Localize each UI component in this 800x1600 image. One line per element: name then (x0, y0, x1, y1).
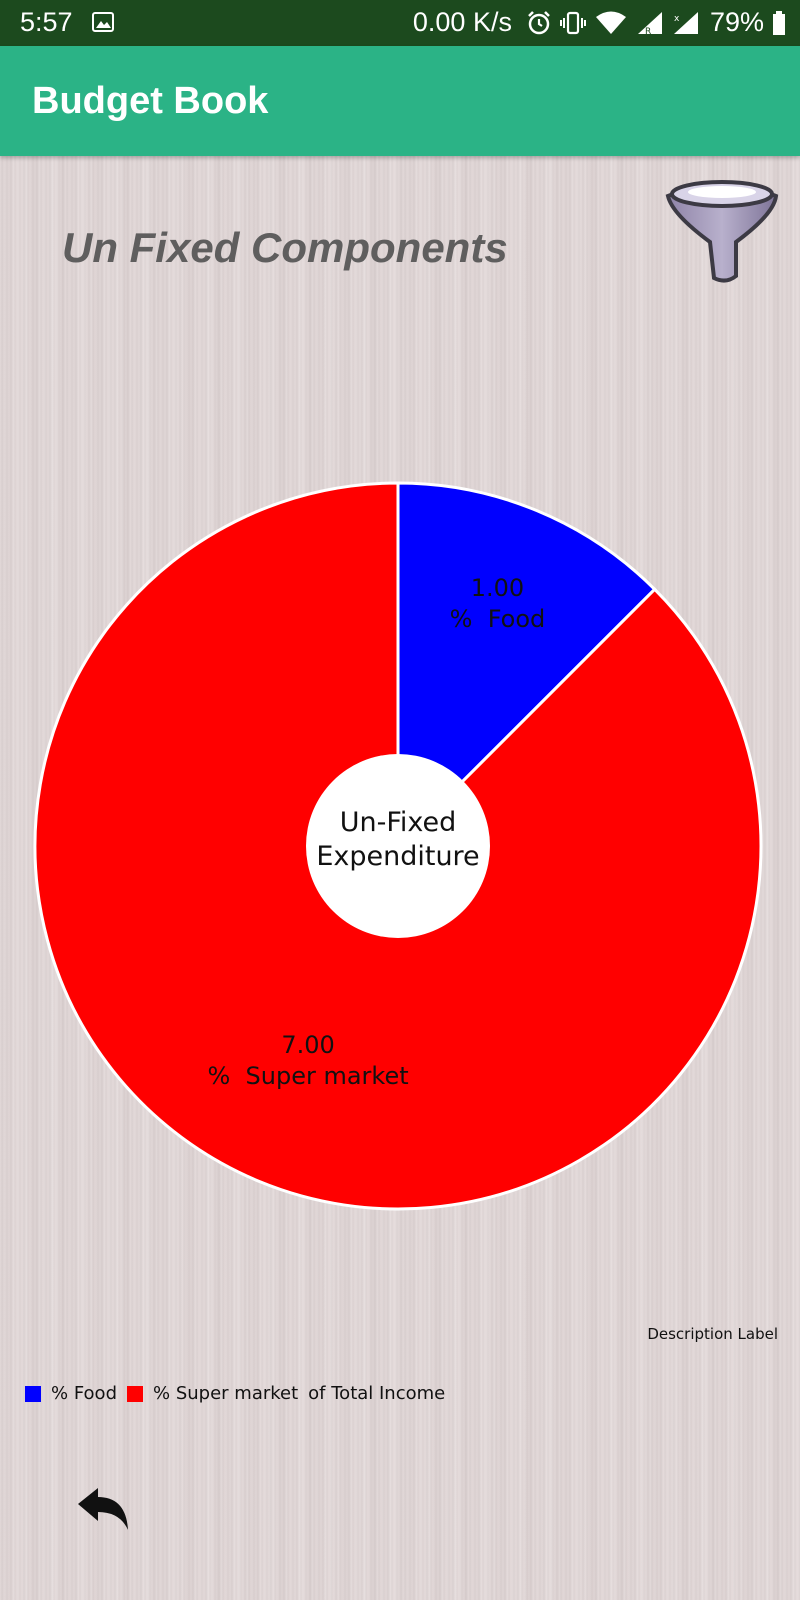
status-icons: 0.00 K/s R x 79% (413, 7, 786, 38)
svg-text:R: R (645, 27, 651, 36)
center-text-line-1: Un-Fixed (340, 807, 457, 838)
pie-chart: 1.00 % Food 7.00 % Super market Un-Fixed Ex… (33, 481, 763, 1211)
legend-label: % Super market (153, 1383, 299, 1404)
status-bar: 5:57 0.00 K/s R x 79% (0, 0, 800, 46)
battery-percentage: 79% (709, 7, 764, 37)
legend-item: % Super market (127, 1383, 298, 1404)
legend-swatch-food (25, 1385, 41, 1402)
legend-swatch-super-market (127, 1385, 143, 1402)
chart-legend: % Food % Super market of Total Income (25, 1383, 445, 1404)
funnel-icon[interactable] (664, 174, 780, 286)
svg-text:x: x (674, 14, 680, 24)
page-title: Un Fixed Components (62, 224, 508, 271)
slice-value-label: 7.00 (281, 1031, 334, 1059)
app-bar: Budget Book (0, 46, 800, 156)
wifi-icon (595, 11, 626, 34)
slice-name-label: % Super market (207, 1062, 408, 1090)
battery-icon (773, 10, 785, 35)
alarm-icon (528, 10, 550, 34)
center-text-line-2: Expenditure (316, 841, 479, 872)
app-title: Budget Book (32, 80, 269, 122)
vibrate-icon (559, 11, 586, 34)
slice-labels: 1.00 % Food 7.00 % Super market (207, 574, 545, 1090)
image-icon (92, 12, 114, 32)
legend-item: % Food (25, 1383, 117, 1404)
network-speed: 0.00 K/s (412, 7, 512, 37)
back-arrow-icon[interactable] (76, 1484, 132, 1534)
slice-name-label: % Food (450, 605, 546, 633)
slice-value-label: 1.00 (471, 574, 524, 602)
chart-description-label: Description Label (647, 1325, 778, 1343)
pie-slice-1 (396, 481, 657, 850)
legend-suffix: of Total Income (308, 1383, 446, 1404)
status-time: 5:57 (20, 7, 73, 37)
signal-icon: x (673, 11, 698, 34)
pie-hole (306, 754, 490, 938)
signal-icon: R (637, 11, 662, 36)
legend-label: % Food (51, 1383, 117, 1404)
